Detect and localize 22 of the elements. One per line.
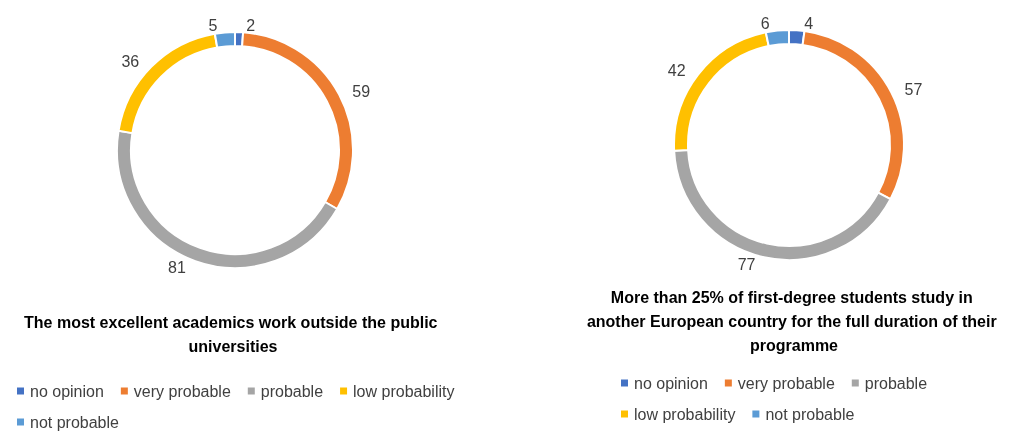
data-label: 2 bbox=[246, 16, 256, 34]
legend-label: very probable bbox=[737, 374, 835, 392]
data-label: 59 bbox=[352, 82, 371, 100]
data-label: 42 bbox=[667, 61, 686, 79]
legend-label: low probability bbox=[634, 405, 736, 423]
legend-label: probable bbox=[260, 382, 324, 400]
data-label: 77 bbox=[737, 255, 756, 273]
legend-label: not probable bbox=[765, 405, 855, 423]
legend-label: no opinion bbox=[30, 382, 104, 400]
data-label: 4 bbox=[804, 14, 814, 32]
legend-label: probable bbox=[864, 374, 928, 392]
legend-label: very probable bbox=[133, 382, 231, 400]
legend-label: low probability bbox=[353, 382, 455, 400]
data-label: 5 bbox=[208, 16, 218, 34]
data-label: 57 bbox=[904, 80, 923, 98]
data-label: 81 bbox=[168, 259, 187, 277]
text: The most excellent academics work outside the public universities bbox=[24, 313, 442, 355]
data-label: 6 bbox=[760, 15, 770, 33]
data-label: 36 bbox=[121, 53, 140, 71]
legend-label: no opinion bbox=[634, 374, 708, 392]
legend-label: not probable bbox=[30, 413, 120, 431]
text: More than 25% of first-degree students study in another European country for the full duration of their programme bbox=[586, 288, 1002, 354]
